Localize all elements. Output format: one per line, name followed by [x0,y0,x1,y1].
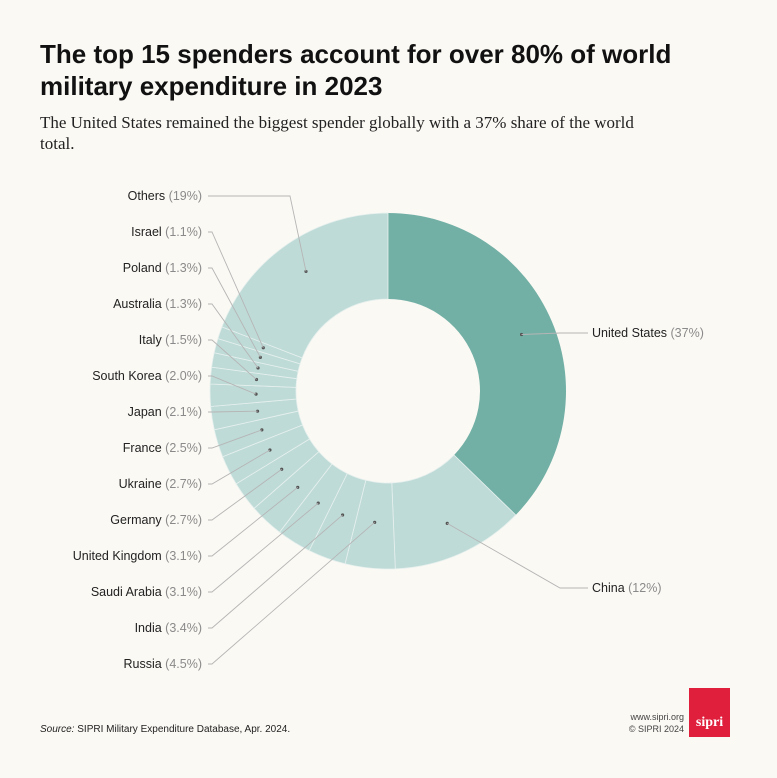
label-percent: (2.7%) [165,513,202,527]
leader-line [208,303,259,369]
footer-credits: www.sipri.org © SIPRI 2024 [629,711,684,735]
label-percent: (2.0%) [165,369,202,383]
label-name: Italy [139,333,165,347]
label-name: South Korea [92,369,165,383]
label-percent: (3.4%) [165,621,202,635]
sipri-logo: sipri [689,688,730,737]
slice-label-france: France (2.5%) [123,441,202,455]
label-name: Saudi Arabia [91,585,165,599]
label-name: Ukraine [119,477,166,491]
label-percent: (37%) [671,326,704,340]
leader-line [208,468,282,521]
source-prefix: Source: [40,724,75,735]
label-percent: (1.3%) [165,297,202,311]
label-percent: (4.5%) [165,657,202,671]
label-name: Others [128,189,169,203]
slice-label-united-kingdom: United Kingdom (3.1%) [73,549,202,563]
label-name: France [123,441,165,455]
source-note: Source: SIPRI Military Expenditure Datab… [40,724,290,735]
slice-label-ukraine: Ukraine (2.7%) [119,477,202,491]
slice-label-china: China (12%) [592,581,661,595]
label-percent: (3.1%) [165,549,202,563]
label-percent: (2.5%) [165,441,202,455]
leader-line [208,502,319,593]
slice-labels: United States (37%) China (12%) Russia (4.… [73,189,704,671]
leader-line [208,429,263,449]
slice-label-saudi-arabia: Saudi Arabia (3.1%) [91,585,202,599]
slice-label-india: India (3.4%) [135,621,202,635]
slice-label-poland: Poland (1.3%) [123,261,202,275]
leader-line [208,195,307,272]
leader-line [208,410,258,413]
chart-title: The top 15 spenders account for over 80%… [40,39,672,101]
label-name: Australia [113,297,165,311]
label-percent: (3.1%) [165,585,202,599]
slice-label-italy: Italy (1.5%) [139,333,202,347]
label-percent: (2.1%) [165,405,202,419]
label-name: Israel [131,225,165,239]
source-text: SIPRI Military Expenditure Database, Apr… [77,724,291,735]
label-percent: (1.3%) [165,261,202,275]
label-percent: (1.1%) [165,225,202,239]
label-percent: (12%) [628,581,661,595]
slice-label-others: Others (19%) [128,189,202,203]
label-name: Russia [123,657,165,671]
leader-line [447,522,588,589]
label-name: Germany [110,513,165,527]
label-name: Japan [128,405,166,419]
slice-label-israel: Israel (1.1%) [131,225,202,239]
slice-others [221,212,389,359]
copyright-text: © SIPRI 2024 [628,724,684,734]
slice-label-south-korea: South Korea (2.0%) [92,369,202,383]
label-name: Poland [123,261,165,275]
leader-line [208,339,257,380]
slice-label-germany: Germany (2.7%) [110,513,202,527]
label-name: United Kingdom [73,549,165,563]
slice-label-united-states: United States (37%) [592,326,704,340]
leader-line [208,449,271,485]
chart-subtitle: The United States remained the biggest s… [40,113,634,153]
label-name: United States [592,326,671,340]
label-name: China [592,581,628,595]
slice-united-states [388,213,567,515]
leader-line [208,521,375,665]
leader-line [521,332,588,335]
leader-line [208,231,264,348]
slice-label-japan: Japan (2.1%) [128,405,202,419]
label-percent: (19%) [169,189,202,203]
leader-line [208,375,257,395]
slice-label-russia: Russia (4.5%) [123,657,202,671]
leader-line [208,486,299,557]
label-percent: (2.7%) [165,477,202,491]
label-name: India [135,621,166,635]
slice-label-australia: Australia (1.3%) [113,297,202,311]
website-link[interactable]: www.sipri.org [630,712,684,722]
leader-line [208,514,343,629]
label-percent: (1.5%) [165,333,202,347]
leader-lines [208,195,588,665]
leader-line [208,267,261,358]
donut-slices [209,212,567,570]
